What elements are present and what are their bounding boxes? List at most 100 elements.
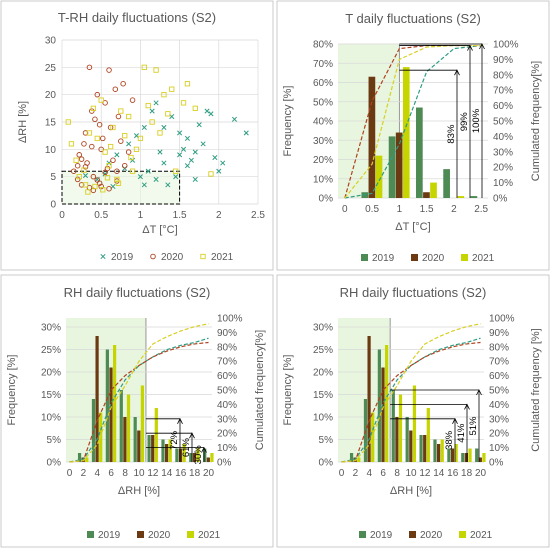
scatter-point-2019	[231, 116, 238, 122]
y2-tick-label: 0%	[217, 458, 232, 469]
scatter-point-2021	[157, 130, 163, 136]
y-tick-label: 0%	[319, 458, 334, 469]
bar-2021	[468, 448, 472, 462]
scatter-point-2019	[82, 173, 89, 179]
cumulative-line-2021	[69, 323, 209, 463]
bar-2020	[395, 417, 399, 462]
bar-2020	[478, 457, 482, 462]
scatter-point-2020	[110, 157, 116, 164]
scatter-point-2020	[115, 113, 122, 120]
y-tick-label: 0%	[319, 194, 334, 205]
scatter-point-2021	[161, 92, 167, 98]
y-tick-label: 20%	[313, 155, 333, 166]
scatter-point-2020	[90, 173, 97, 180]
bar-2019	[391, 390, 395, 462]
scatter-point-2021	[141, 64, 147, 70]
scatter-point-2019	[216, 168, 222, 174]
panel-rh-frequency-b: RH daily fluctuations (S2)0%5%10%15%20%2…	[276, 274, 550, 548]
bar-2019	[470, 196, 478, 198]
legend-swatch-2020	[137, 531, 144, 538]
legend-swatch-2019	[87, 531, 94, 538]
y-tick-label: 15%	[41, 390, 61, 401]
x-tick-label: 16	[175, 468, 187, 479]
y-tick-label: 5%	[319, 435, 334, 446]
y2-tick-label: 100%	[217, 314, 243, 325]
y2-tick-label: 80%	[493, 70, 513, 81]
scatter-point-2020	[92, 116, 98, 123]
scatter-point-2020	[82, 130, 89, 136]
scatter-point-2019	[153, 176, 159, 182]
y-axis-label: Frequency [%]	[282, 355, 294, 426]
scatter-point-2021	[115, 180, 122, 186]
y2-tick-label: 30%	[493, 147, 513, 158]
x-tick-label: 2	[216, 210, 222, 221]
bar-2019	[419, 435, 423, 462]
y-tick-label: 20%	[313, 368, 333, 379]
legend-swatch-2020	[411, 254, 418, 261]
bar-2021	[375, 155, 383, 198]
bar-2019	[161, 439, 165, 462]
scatter-point-2020	[102, 169, 108, 176]
legend-label-2019: 2019	[372, 253, 395, 264]
scatter-point-2020	[86, 64, 93, 71]
cumulative-line-2020	[341, 341, 481, 463]
y2-tick-label: 50%	[489, 386, 509, 397]
bar-2020	[137, 430, 141, 462]
bar-2021	[384, 345, 389, 462]
chart-title: RH daily fluctuations (S2)	[340, 285, 487, 300]
x-tick-label: 0	[342, 204, 348, 215]
x-tick-label: 2.5	[251, 210, 265, 221]
bar-2021	[168, 439, 172, 462]
y2-axis-label: Cumulated frequency [%]	[530, 328, 542, 452]
scatter-point-2019	[165, 182, 171, 188]
y2-tick-label: 20%	[493, 163, 513, 174]
bar-2020	[178, 448, 183, 462]
x-tick-label: 0.5	[365, 204, 379, 215]
scatter-point-2019	[149, 108, 155, 114]
x-tick-label: 2	[353, 468, 359, 479]
cumulative-line-2019	[344, 44, 482, 199]
bar-2021	[457, 196, 465, 198]
y-tick-label: 0%	[47, 458, 62, 469]
scatter-point-2020	[94, 177, 101, 183]
scatter-point-2019	[157, 149, 163, 155]
cumulative-line-2020	[69, 341, 209, 463]
scatter-point-2019	[153, 100, 159, 106]
y2-tick-label: 100%	[489, 314, 515, 325]
scatter-point-2020	[71, 168, 77, 174]
y2-tick-label: 30%	[217, 414, 237, 425]
x-tick-label: 10	[405, 468, 417, 479]
bar-2021	[371, 412, 375, 462]
bar-2019	[77, 453, 82, 462]
annotation-label: 30%	[193, 445, 204, 465]
legend-label-2019: 2019	[111, 252, 134, 263]
panel-t-frequency: T daily fluctuations (S2)0%10%20%30%40%5…	[276, 0, 550, 271]
scatter-point-2019	[161, 124, 167, 131]
scatter-point-2021	[122, 133, 128, 139]
annotation-label: 41%	[456, 423, 467, 443]
bar-2020	[368, 76, 376, 198]
legend-label-2021: 2021	[211, 252, 234, 263]
bar-2020	[95, 336, 99, 462]
scatter-point-2021	[82, 182, 89, 188]
y-tick-label: 20%	[41, 368, 61, 379]
y2-tick-label: 60%	[489, 371, 509, 382]
scatter-point-2020	[96, 121, 103, 128]
y-tick-label: 70%	[313, 59, 333, 70]
scatter-point-2020	[106, 67, 112, 73]
scatter-point-2021	[65, 119, 71, 125]
scatter-point-2021	[184, 81, 191, 87]
scatter-point-2020	[100, 135, 106, 142]
y2-tick-label: 20%	[217, 429, 237, 440]
legend-swatch-2021	[461, 254, 468, 261]
scatter-point-2020	[89, 143, 95, 150]
bar-2019	[447, 448, 451, 462]
scatter-point-2021	[68, 141, 75, 147]
comfort-zone-box	[61, 170, 181, 205]
scatter-point-2019	[114, 152, 120, 158]
bar-2019	[416, 107, 423, 198]
y-tick-label: 30%	[313, 136, 333, 147]
x-tick-label: 20	[475, 468, 487, 479]
scatter-point-2021	[85, 189, 91, 195]
scatter-point-2020	[98, 146, 104, 153]
